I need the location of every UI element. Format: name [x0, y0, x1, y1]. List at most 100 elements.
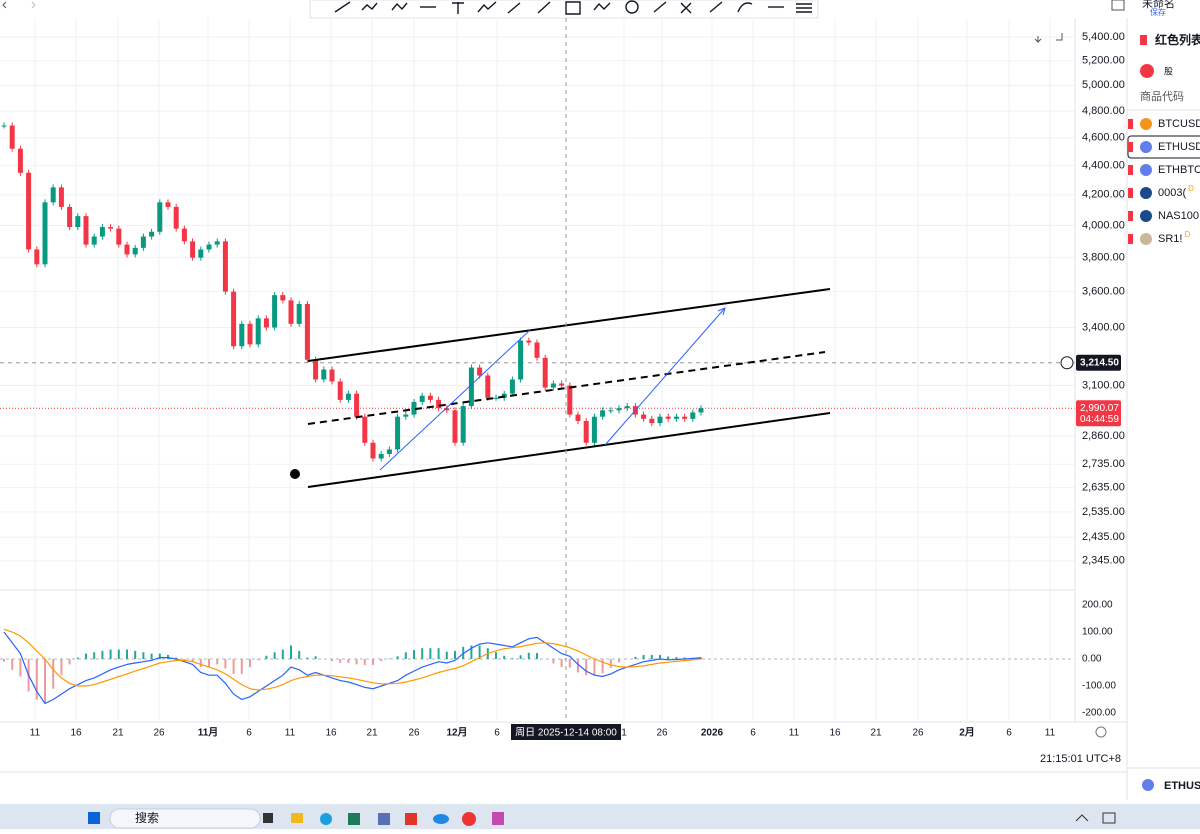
start-button[interactable] [88, 812, 100, 824]
channel-drawings[interactable] [307, 288, 831, 488]
clock: 21:15:01 UTC+8 [1040, 753, 1121, 765]
candle [222, 241, 228, 292]
time-label: 11 [1045, 728, 1056, 739]
candle [370, 442, 376, 459]
macd-hist [347, 659, 350, 664]
layout-button[interactable] [1111, 0, 1125, 11]
macd-hist [3, 659, 5, 662]
price-label: 4,000.00 [1082, 219, 1125, 231]
settings[interactable] [1095, 726, 1107, 738]
candle [67, 206, 73, 228]
filter-icon[interactable] [1140, 64, 1154, 78]
macd-hist [126, 649, 128, 659]
candle [411, 401, 417, 415]
candle [403, 414, 409, 417]
save-label[interactable]: 保存 [1150, 7, 1166, 17]
candle [534, 342, 540, 358]
macd-label: -200.00 [1082, 708, 1116, 719]
candle [698, 408, 704, 413]
macd-hist [413, 650, 415, 659]
symbol[interactable]: ETHBTC [1158, 164, 1200, 176]
toolbar-icons[interactable] [334, 0, 812, 15]
macd-hist [158, 653, 161, 659]
candle [682, 416, 688, 419]
macd-hist [331, 659, 333, 662]
watchlist-filter[interactable]: 股 [1164, 66, 1173, 76]
tray-expand[interactable] [1075, 814, 1089, 822]
candle [83, 216, 89, 245]
scroll-button[interactable] [1034, 36, 1042, 44]
candle [231, 291, 237, 347]
candle [509, 379, 515, 394]
macd-hist [552, 659, 555, 664]
candle [214, 241, 220, 245]
macd-hist [700, 657, 702, 659]
symbol-icon [1140, 187, 1152, 199]
symbol[interactable]: 0003( [1158, 187, 1186, 199]
row-flag [1128, 165, 1133, 175]
candle [378, 453, 384, 459]
countdown: 04:44:59 [1080, 414, 1119, 425]
trend-lines[interactable] [379, 307, 726, 471]
candle [108, 227, 114, 229]
search-box[interactable] [109, 808, 261, 829]
taskbar-apps[interactable] [263, 812, 504, 826]
macd-hist [109, 649, 112, 659]
doc-title[interactable]: 未命名 [1142, 0, 1175, 10]
time-label: 21 [112, 728, 124, 739]
time-label: 2026 [701, 728, 724, 739]
footer-icon [1142, 779, 1154, 791]
watchlist-title[interactable]: 红色列表 [1155, 32, 1200, 47]
symbol[interactable]: NAS100 [1158, 210, 1199, 222]
macd-hist [339, 659, 342, 663]
macd-hist [388, 658, 391, 659]
macd-hist [142, 652, 145, 659]
price-label: 3,400.00 [1082, 321, 1125, 333]
time-label: 26 [912, 728, 924, 739]
symbol[interactable]: BTCUSDT [1158, 118, 1200, 130]
macd-label: -100.00 [1082, 681, 1116, 692]
signal-line [3, 628, 702, 691]
macd-hist [85, 653, 87, 659]
macd-hist [519, 655, 522, 659]
time-label: 1 [621, 728, 627, 739]
symbol-icon [1140, 210, 1152, 222]
redo[interactable] [31, 1, 36, 9]
time-label: 21 [870, 728, 882, 739]
price-label: 3,600.00 [1082, 286, 1125, 298]
candle [690, 412, 696, 419]
time-label: 11月 [198, 727, 219, 739]
time-label: 21 [366, 728, 378, 739]
candle [673, 416, 679, 419]
time-label: 6 [494, 728, 500, 739]
candle [550, 383, 556, 388]
search-text[interactable]: 搜索 [135, 810, 159, 825]
undo[interactable] [2, 1, 7, 9]
macd-hist [60, 659, 63, 676]
tray-icon[interactable] [1102, 812, 1116, 824]
drawing-toolbar[interactable] [309, 0, 819, 19]
symbol[interactable]: SR1! [1158, 233, 1182, 245]
price-label: 2,345.00 [1082, 555, 1125, 567]
candle [460, 406, 466, 443]
candle [354, 393, 360, 417]
macd-hist [683, 657, 686, 659]
macd-hist [445, 651, 448, 659]
add-button[interactable] [1060, 356, 1074, 370]
footer-symbol[interactable]: ETHUSDT [1164, 780, 1200, 792]
macd-hist [11, 659, 14, 670]
candle [206, 244, 212, 250]
macd-hist [642, 654, 645, 659]
alert-icon[interactable] [290, 469, 300, 479]
macd-label: 200.00 [1082, 600, 1113, 611]
macd-hist [421, 648, 424, 659]
time-label: 12月 [446, 727, 467, 739]
price-label: 5,000.00 [1082, 79, 1125, 91]
candle [583, 420, 589, 443]
macd-label: 0.00 [1082, 654, 1102, 665]
price-label: 4,400.00 [1082, 160, 1125, 172]
candle [575, 414, 581, 421]
row-flag [1128, 234, 1133, 244]
symbol[interactable]: ETHUSDT [1158, 141, 1200, 153]
